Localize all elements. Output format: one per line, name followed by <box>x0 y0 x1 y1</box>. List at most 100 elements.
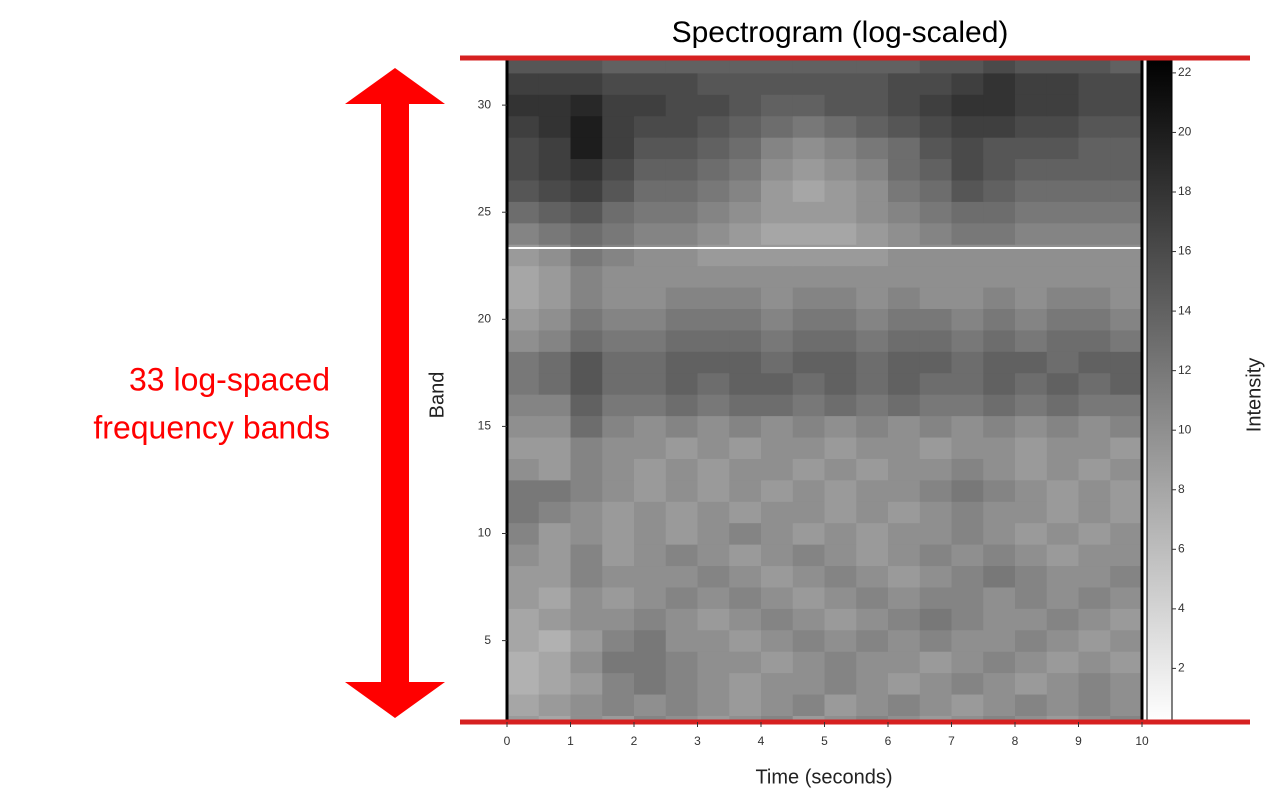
heatmap-cell <box>665 372 698 395</box>
heatmap-cell <box>919 201 952 224</box>
heatmap-cell <box>507 222 540 245</box>
heatmap-cell <box>665 629 698 652</box>
heatmap-cell <box>761 115 794 138</box>
heatmap-cell <box>983 222 1016 245</box>
heatmap-cell <box>1015 137 1048 160</box>
heatmap-cell <box>602 629 635 652</box>
heatmap-cell <box>761 522 794 545</box>
heatmap-cell <box>856 158 889 181</box>
heatmap-cell <box>507 137 540 160</box>
heatmap-cell <box>761 629 794 652</box>
heatmap-cell <box>1046 158 1079 181</box>
heatmap-cell <box>1078 501 1111 524</box>
heatmap-cell <box>697 351 730 374</box>
heatmap-cell <box>1078 608 1111 631</box>
heatmap-cell <box>919 158 952 181</box>
heatmap-cell <box>665 265 698 288</box>
heatmap-cell <box>824 651 857 674</box>
heatmap-cell <box>697 222 730 245</box>
heatmap-cell <box>1110 394 1142 417</box>
heatmap-cell <box>602 694 635 716</box>
heatmap-cell <box>792 201 825 224</box>
heatmap-cell <box>1078 158 1111 181</box>
heatmap-cell <box>1046 180 1079 202</box>
heatmap-cell <box>951 201 984 224</box>
heatmap-cell <box>1078 672 1111 695</box>
heatmap-cell <box>1078 394 1111 417</box>
heatmap-cell <box>538 522 571 545</box>
heatmap-cell <box>761 651 794 674</box>
heatmap-cell <box>919 437 952 459</box>
heatmap-cell <box>951 629 984 652</box>
heatmap-cell <box>1110 137 1142 160</box>
heatmap-cell <box>761 330 794 352</box>
heatmap-cell <box>665 437 698 459</box>
heatmap-cell <box>888 608 921 631</box>
heatmap-cell <box>697 72 730 95</box>
heatmap-cell <box>570 265 603 288</box>
heatmap-cell <box>1046 715 1079 722</box>
heatmap-cell <box>1110 715 1142 722</box>
heatmap-cell <box>951 544 984 567</box>
heatmap-cell <box>951 501 984 524</box>
heatmap-cell <box>824 330 857 352</box>
heatmap-cell <box>634 629 667 652</box>
heatmap-cell <box>856 715 889 722</box>
heatmap-cell <box>824 672 857 695</box>
heatmap-cell <box>856 265 889 288</box>
heatmap-cell <box>697 479 730 502</box>
heatmap-cell <box>1046 544 1079 567</box>
heatmap-cell <box>951 94 984 117</box>
heatmap-cell <box>983 651 1016 674</box>
heatmap-cell <box>1110 180 1142 202</box>
x-tick-label: 6 <box>885 734 892 748</box>
heatmap-cell <box>665 672 698 695</box>
heatmap-cell <box>665 180 698 202</box>
heatmap-cell <box>1015 544 1048 567</box>
heatmap-cell <box>602 115 635 138</box>
heatmap-cell <box>856 479 889 502</box>
heatmap-cell <box>697 608 730 631</box>
heatmap-cell <box>570 415 603 438</box>
heatmap-cell <box>634 544 667 567</box>
heatmap-cell <box>856 522 889 545</box>
heatmap-cell <box>919 415 952 438</box>
heatmap-cell <box>507 287 540 310</box>
heatmap-cell <box>507 201 540 224</box>
heatmap-cell <box>570 587 603 609</box>
heatmap-cell <box>983 308 1016 331</box>
heatmap-cell <box>761 694 794 716</box>
heatmap-cell <box>634 308 667 331</box>
heatmap-cell <box>538 265 571 288</box>
heatmap-cell <box>1078 694 1111 716</box>
heatmap-cell <box>538 115 571 138</box>
heatmap-cell <box>665 694 698 716</box>
heatmap-cell <box>824 94 857 117</box>
heatmap-cell <box>951 715 984 722</box>
heatmap-cell <box>570 330 603 352</box>
heatmap-cell <box>792 394 825 417</box>
heatmap-cell <box>570 715 603 722</box>
heatmap-cell <box>951 308 984 331</box>
heatmap-cell <box>824 458 857 481</box>
heatmap-cell <box>697 287 730 310</box>
heatmap-cell <box>951 372 984 395</box>
heatmap-cell <box>1015 587 1048 609</box>
heatmap-cell <box>634 501 667 524</box>
heatmap-cell <box>1046 222 1079 245</box>
heatmap-cell <box>824 115 857 138</box>
heatmap-cell <box>1015 265 1048 288</box>
heatmap-cell <box>1078 201 1111 224</box>
heatmap-cell <box>570 544 603 567</box>
x-tick-label: 3 <box>694 734 701 748</box>
heatmap-cell <box>602 458 635 481</box>
heatmap-cell <box>602 372 635 395</box>
heatmap-cell <box>538 715 571 722</box>
heatmap-cell <box>634 458 667 481</box>
heatmap-cell <box>1078 265 1111 288</box>
heatmap-cell <box>888 201 921 224</box>
heatmap-cell <box>602 180 635 202</box>
heatmap-cell <box>697 58 730 74</box>
heatmap-cell <box>1110 587 1142 609</box>
heatmap-cell <box>1046 351 1079 374</box>
